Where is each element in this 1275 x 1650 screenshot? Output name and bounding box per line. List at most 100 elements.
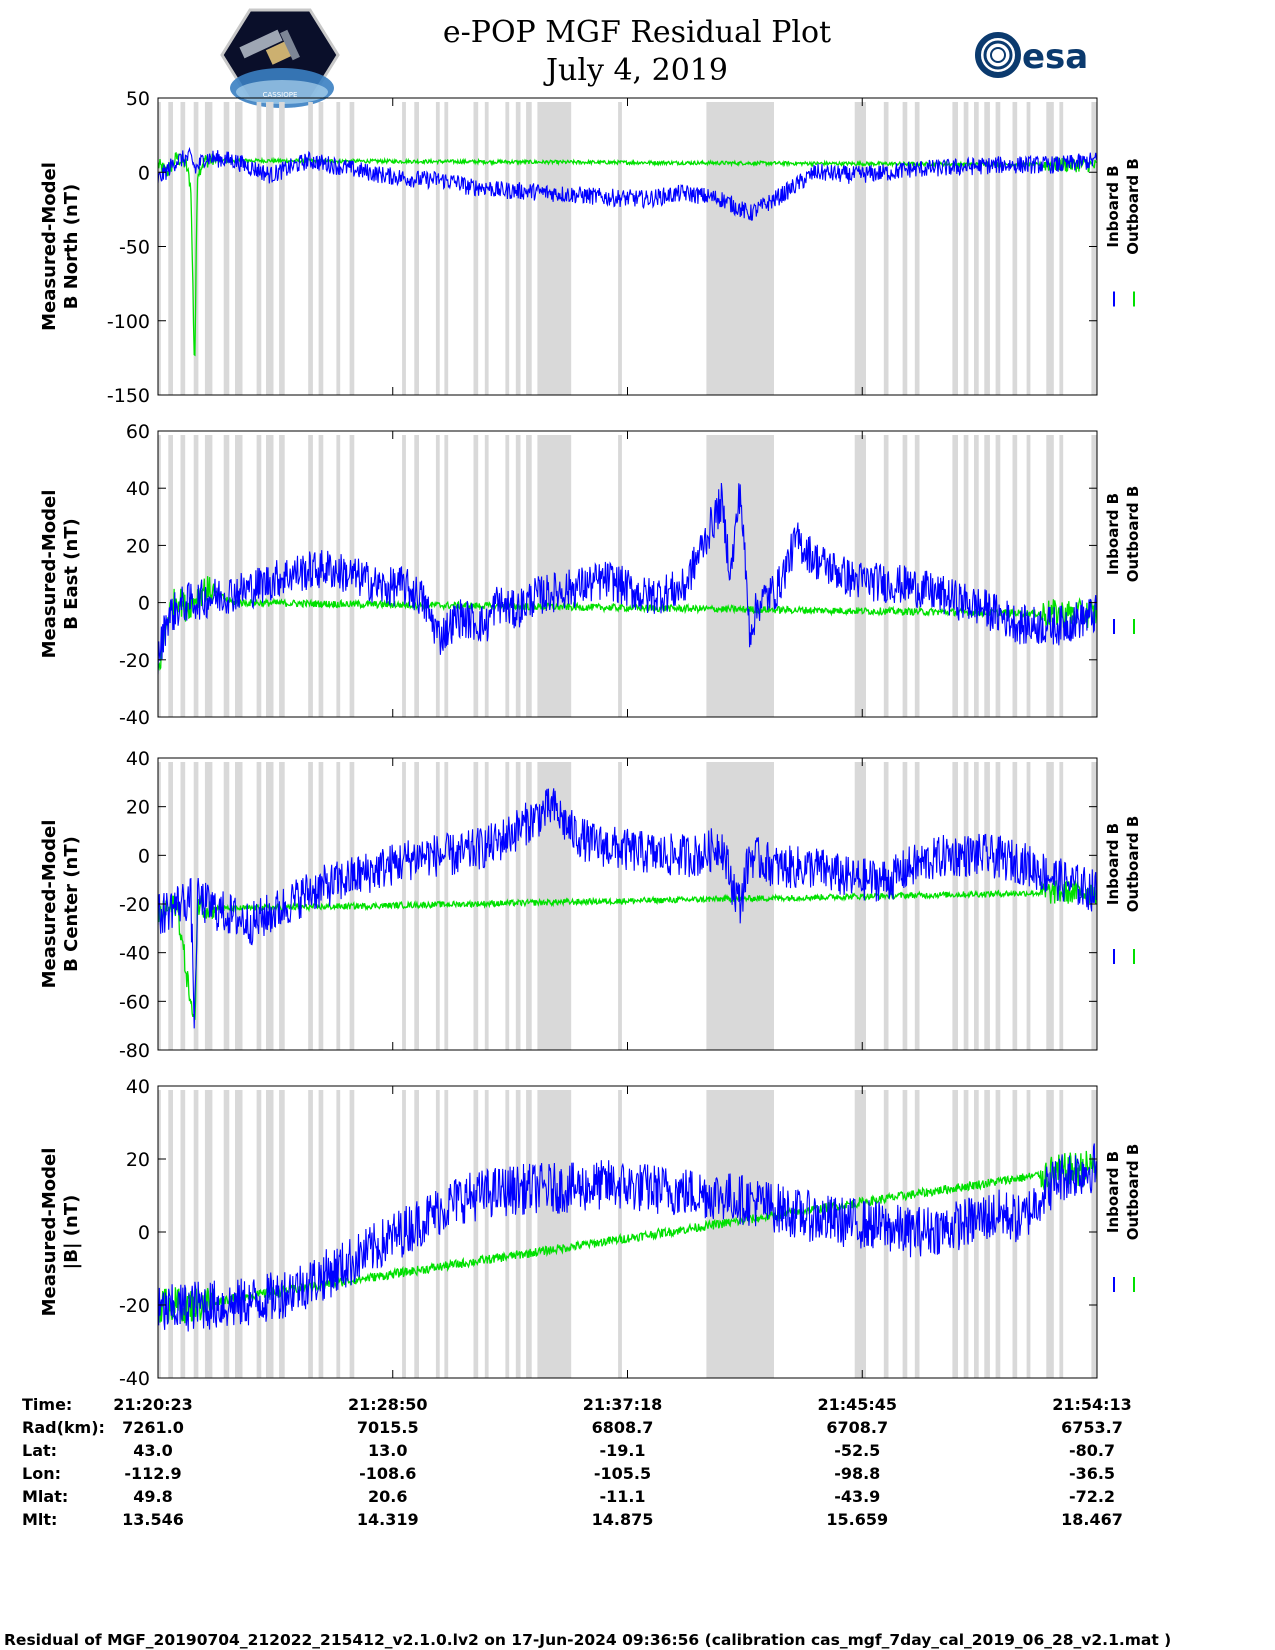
data-gap-band [974,762,979,1050]
data-gap-band [984,762,990,1050]
data-gap-band [193,1090,199,1378]
info-cell: -108.6 [359,1464,416,1483]
data-gap-band [995,762,1001,1050]
data-gap-band [180,102,186,395]
y-tick-label: -80 [119,1040,150,1062]
data-gap-band [963,102,969,395]
y-tick-label: -40 [119,1368,150,1390]
data-gap-band [526,762,532,1050]
data-gap-band [473,435,479,717]
info-row-label: Rad(km): [22,1418,105,1437]
svg-text:esa: esa [1022,37,1088,77]
data-gap-band [349,762,355,1050]
info-cell: 7015.5 [357,1418,419,1437]
data-gap-band [223,102,230,395]
data-gap-band [537,1090,572,1378]
info-cell: -36.5 [1069,1464,1115,1483]
info-row-label: Mlat: [22,1487,68,1506]
info-cell: 21:20:23 [113,1395,193,1414]
data-gap-band [180,435,186,717]
data-gap-band [308,1090,313,1378]
data-gap-band [505,435,510,717]
data-gap-band [526,435,532,717]
info-cell: -98.8 [834,1464,880,1483]
series-line-inboard [158,1143,1097,1332]
data-gap-band [1059,762,1064,1050]
legend-entry-inboard: Inboard B [1104,165,1122,247]
info-cell: -19.1 [599,1441,645,1460]
data-gap-band [484,102,489,395]
y-tick-label: 0 [138,1222,150,1244]
data-gap-band [473,762,479,1050]
info-cell: 20.6 [368,1487,407,1506]
data-gap-band [193,435,199,717]
info-cell: 21:54:13 [1052,1395,1132,1414]
data-gap-band [883,102,889,395]
data-gap-band [349,102,355,395]
data-gap-band [1012,1090,1018,1378]
data-gap-band [180,1090,186,1378]
data-gap-band [266,435,274,717]
data-gap-band [883,435,889,717]
info-cell: -52.5 [834,1441,880,1460]
info-cell: 13.0 [368,1441,407,1460]
data-gap-band [235,435,243,717]
data-gap-band [1026,102,1031,395]
data-gap-band [336,102,341,395]
data-gap-band [883,1090,889,1378]
data-gap-band [444,435,449,717]
data-gap-band [444,762,449,1050]
y-tick-label: 20 [126,797,150,819]
info-cell: 13.546 [122,1510,184,1529]
data-gap-band [963,1090,969,1378]
panel-4: 40 20 0 -20 -40 Measured-Model |B| (nT) Inboard… [39,1076,1142,1390]
data-gap-band [1059,1090,1064,1378]
chart-title: e-POP MGF Residual Plot [443,15,831,50]
panel-2: 60 40 20 0 -20 -40 Measured-Model B East (nT) In… [39,421,1142,729]
y-tick-label: -100 [107,311,150,333]
data-gap-band [444,102,449,395]
data-gap-band [505,102,510,395]
data-gap-band [435,435,440,717]
info-row-label: Time: [22,1395,72,1414]
data-gap-band [204,435,213,717]
data-gap-band [618,102,622,395]
data-gap-band [914,102,920,395]
y-axis-label-line2: |B| (nT) [61,1195,82,1270]
data-gap-band [435,1090,440,1378]
y-axis-label-line2: B East (nT) [61,518,82,630]
data-gap-band [1059,435,1064,717]
data-gap-band [235,102,243,395]
info-cell: 21:28:50 [348,1395,428,1414]
info-cell: 14.319 [357,1510,419,1529]
y-tick-label: 0 [138,593,150,615]
y-tick-label: 20 [126,1149,150,1171]
data-gap-band [995,435,1001,717]
info-cell: -43.9 [834,1487,880,1506]
y-axis-label-line1: Measured-Model [39,490,60,659]
data-gap-band [854,435,866,717]
data-gap-band [1059,102,1064,395]
y-tick-label: 40 [126,478,150,500]
y-tick-label: -40 [119,707,150,729]
data-gap-band [505,762,510,1050]
chart-subtitle-date: July 4, 2019 [543,53,728,88]
left-mission-logo: CASSIOPE [220,8,340,108]
y-tick-label: 0 [138,162,150,184]
data-gap-band [235,1090,243,1378]
data-gap-band [256,102,262,395]
info-cell: 43.0 [133,1441,172,1460]
data-gap-band [854,762,866,1050]
data-gap-band [473,1090,479,1378]
data-gap-band [158,435,161,717]
series-line-inboard [158,146,1097,221]
data-gap-band [515,102,521,395]
data-gap-band [266,1090,274,1378]
data-gap-band [902,102,908,395]
data-gap-band [279,435,285,717]
data-gap-band [158,102,161,395]
data-gap-band [279,1090,285,1378]
data-gap-band [952,102,958,395]
legend-entry-outboard: Outboard B [1124,486,1142,583]
